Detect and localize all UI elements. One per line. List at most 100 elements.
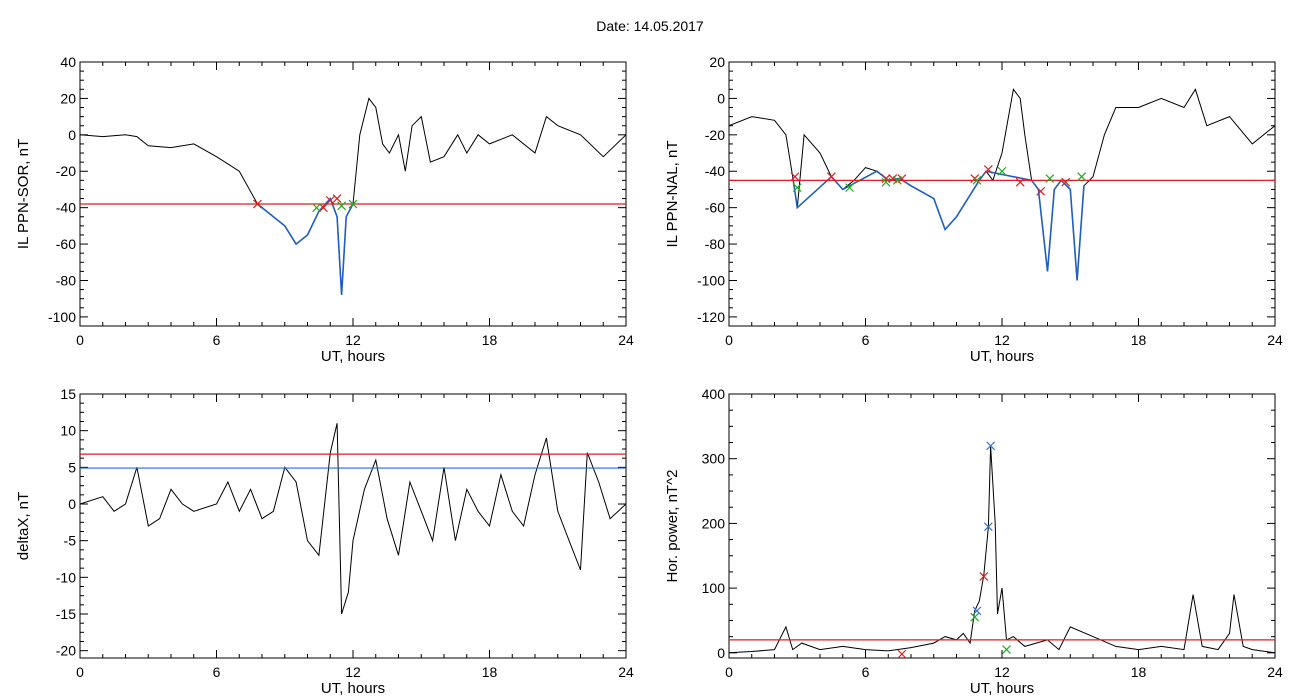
marker-red — [979, 572, 989, 581]
marker-red — [332, 194, 342, 203]
x-tick-label: 18 — [482, 664, 498, 680]
x-tick-label: 0 — [725, 664, 733, 680]
x-tick-label: 18 — [1131, 332, 1147, 348]
y-tick-label: 0 — [717, 645, 725, 661]
x-tick-label: 6 — [862, 664, 870, 680]
marker-blue — [986, 441, 996, 451]
y-tick-label: -80 — [705, 236, 725, 252]
highlight-segment — [256, 197, 354, 296]
marker-green — [845, 183, 854, 193]
plot-frame — [728, 61, 1276, 327]
marker-red — [881, 174, 891, 183]
marker-red — [1036, 186, 1046, 196]
marker-red — [1015, 177, 1025, 187]
marker-red — [826, 172, 836, 182]
y-tick-label: -20 — [56, 163, 76, 179]
x-axis-label: UT, hours — [321, 348, 385, 365]
x-tick-label: 12 — [345, 664, 361, 680]
y-tick-label: 100 — [702, 580, 726, 596]
y-tick-label: -15 — [56, 606, 76, 622]
y-tick-label: -60 — [705, 200, 725, 216]
plot-area — [80, 97, 626, 296]
y-axis-label: Hor. power, nT^2 — [664, 470, 681, 583]
chart-nal: 0 6 12 18 24 -120 -100 -80 -60 -40 -20 0 20 UT, hours… — [664, 54, 1283, 365]
plot-frame — [728, 393, 1276, 659]
marker-blue — [972, 606, 982, 616]
y-tick-label: 0 — [68, 127, 76, 143]
series-line — [80, 97, 626, 296]
date-value: 14.05.2017 — [633, 18, 704, 34]
marker-green — [792, 183, 802, 193]
y-tick-label: -40 — [705, 163, 725, 179]
x-tick-label: 6 — [213, 664, 221, 680]
marker-green — [881, 177, 891, 187]
plot-area — [80, 423, 626, 615]
y-axis-label: deltaX, nT — [15, 492, 32, 560]
marker-green — [1045, 174, 1055, 183]
marker-red — [1061, 177, 1071, 187]
y-tick-label: -100 — [48, 309, 76, 325]
x-tick-label: 24 — [618, 664, 634, 680]
marker-green — [997, 166, 1007, 176]
series-line — [80, 423, 626, 615]
y-tick-label: 40 — [60, 54, 76, 70]
marker-blue — [983, 522, 993, 532]
y-axis-label: IL PPN-NAL, nT — [664, 141, 681, 248]
y-tick-label: 400 — [702, 386, 726, 402]
x-axis-label: UT, hours — [970, 348, 1034, 365]
marker-green — [1077, 172, 1087, 182]
plot-frame — [79, 61, 627, 327]
highlight-segment — [791, 170, 1085, 281]
date-label: Date: — [596, 18, 630, 34]
y-tick-label: -40 — [56, 200, 76, 216]
x-tick-label: 0 — [76, 664, 84, 680]
marker-red — [897, 174, 907, 183]
chart-power: 0 6 12 18 24 0 100 200 300 400 UT, hours Hor. power… — [664, 386, 1283, 697]
y-tick-label: 0 — [717, 90, 725, 106]
plot-frame — [79, 393, 627, 659]
page-title: Date: 14.05.2017 — [0, 18, 1300, 34]
x-tick-label: 24 — [1267, 664, 1283, 680]
x-tick-label: 18 — [1131, 664, 1147, 680]
marker-red — [253, 199, 262, 209]
y-tick-label: -100 — [697, 272, 725, 288]
marker-red — [897, 649, 907, 658]
x-tick-label: 24 — [1267, 332, 1283, 348]
x-tick-label: 12 — [994, 664, 1010, 680]
y-tick-label: -20 — [705, 127, 725, 143]
marker-red — [319, 203, 328, 213]
y-tick-label: 10 — [60, 423, 76, 439]
y-tick-label: -60 — [56, 236, 76, 252]
y-tick-label: 200 — [702, 515, 726, 531]
series-line — [729, 88, 1275, 281]
x-tick-label: 0 — [76, 332, 84, 348]
marker-green — [337, 201, 347, 211]
marker-red — [888, 174, 898, 183]
y-tick-label: 5 — [68, 459, 76, 475]
y-tick-label: -120 — [697, 309, 725, 325]
y-tick-label: 300 — [702, 451, 726, 467]
y-tick-label: 15 — [60, 386, 76, 402]
x-tick-label: 6 — [862, 332, 870, 348]
marker-green — [312, 203, 322, 213]
y-tick-label: 0 — [68, 496, 76, 512]
x-tick-label: 24 — [618, 332, 634, 348]
marker-red — [983, 164, 993, 174]
x-tick-label: 0 — [725, 332, 733, 348]
series-line — [729, 445, 1275, 654]
plot-area — [729, 88, 1275, 281]
y-tick-label: 20 — [60, 90, 76, 106]
y-tick-label: -80 — [56, 272, 76, 288]
y-tick-label: -5 — [64, 533, 77, 549]
marker-green — [972, 175, 982, 185]
x-tick-label: 12 — [345, 332, 361, 348]
chart-deltax: 0 6 12 18 24 -20 -15 -10 -5 0 5 10 15 UT, hours deltaX… — [15, 386, 634, 697]
marker-green — [1002, 645, 1011, 655]
x-tick-label: 12 — [994, 332, 1010, 348]
marker-red — [325, 195, 335, 205]
y-tick-label: -20 — [56, 643, 76, 659]
y-axis-label: IL PPN-SOR, nT — [15, 139, 32, 249]
marker-green — [892, 175, 902, 185]
x-tick-label: 6 — [213, 332, 221, 348]
